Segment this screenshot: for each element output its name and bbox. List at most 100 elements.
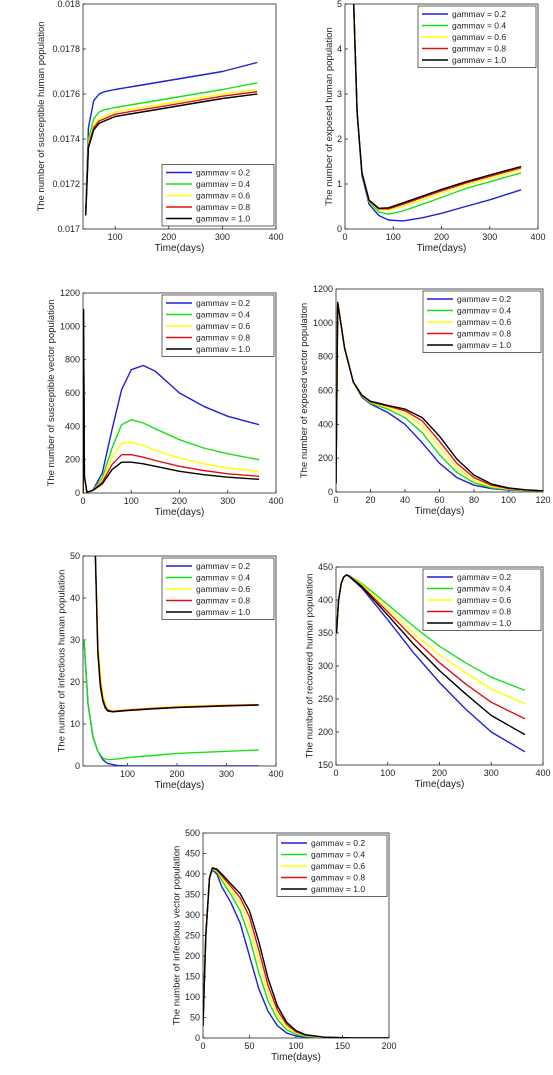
y-tick-label: 250	[185, 931, 200, 941]
x-tick-label: 400	[268, 769, 283, 779]
y-tick-label: 200	[65, 455, 80, 465]
x-tick-label: 120	[535, 495, 550, 505]
legend-label: gammav = 0.2	[196, 561, 250, 571]
x-axis-label: Time(days)	[415, 779, 465, 790]
y-tick-label: 400	[318, 419, 333, 429]
x-tick-label: 0	[333, 768, 338, 778]
series-line-4	[336, 574, 526, 736]
legend-label: gammav = 0.4	[457, 584, 511, 594]
legend-label: gammav = 0.4	[452, 21, 506, 31]
x-tick-label: 200	[161, 232, 176, 242]
legend-label: gammav = 0.4	[196, 179, 250, 189]
chart-eh: 0 100 200 300 400 0 1 2 3 4 5 Time(days) The number …	[324, 0, 546, 254]
y-axis-label: The number of susceptible vector populat…	[46, 300, 57, 487]
legend-label: gammav = 0.4	[311, 850, 365, 860]
legend-label: gammav = 0.2	[452, 9, 506, 19]
x-axis-label: Time(days)	[271, 1052, 321, 1063]
x-tick-label: 200	[432, 768, 447, 778]
y-tick-label: 50	[190, 1013, 200, 1023]
x-tick-label: 0	[80, 496, 85, 506]
series-line-4	[83, 309, 260, 493]
legend-label: gammav = 1.0	[196, 607, 250, 617]
y-tick-label: 1200	[60, 288, 80, 298]
legend-label: gammav = 0.2	[196, 298, 250, 308]
y-tick-label: 1200	[313, 284, 333, 294]
y-tick-label: 200	[318, 727, 333, 737]
legend-label: gammav = 0.4	[196, 310, 250, 320]
x-axis-label: Time(days)	[155, 507, 205, 518]
legend-label: gammav = 0.8	[196, 202, 250, 212]
y-tick-label: 50	[70, 551, 80, 561]
x-tick-label: 200	[172, 496, 187, 506]
series-line-4	[85, 93, 258, 216]
legend-label: gammav = 0.2	[457, 572, 511, 582]
x-tick-label: 300	[482, 232, 497, 242]
y-tick-label: 200	[185, 951, 200, 961]
chart-iv: 0 50 100 150 200 0 50 100 150 200 250 300 350 400 450 5…	[171, 828, 396, 1063]
y-tick-label: 300	[185, 910, 200, 920]
y-tick-label: 1	[337, 179, 342, 189]
x-axis-label: Time(days)	[417, 243, 467, 254]
legend-label: gammav = 1.0	[457, 618, 511, 628]
x-tick-label: 40	[400, 495, 410, 505]
series-line-1	[85, 82, 258, 216]
x-tick-label: 0	[200, 1041, 205, 1051]
x-tick-label: 80	[469, 495, 479, 505]
y-tick-label: 400	[318, 595, 333, 605]
y-tick-label: 450	[318, 562, 333, 572]
x-tick-label: 100	[120, 769, 135, 779]
legend-label: gammav = 1.0	[196, 344, 250, 354]
x-tick-label: 0	[342, 232, 347, 242]
y-tick-label: 600	[65, 388, 80, 398]
chart-rh: 0 100 200 300 400 150 200 250 300 350 400 450 Time(d…	[304, 562, 550, 790]
legend-label: gammav = 0.4	[196, 573, 250, 583]
series-line-4	[353, 4, 522, 210]
legend-label: gammav = 1.0	[452, 55, 506, 65]
x-tick-label: 300	[219, 769, 234, 779]
x-tick-label: 100	[501, 495, 516, 505]
chart-ev: 0 20 40 60 80 100 120020040060080010001200Time…	[299, 284, 550, 517]
x-tick-label: 100	[108, 232, 123, 242]
y-tick-label: 100	[185, 992, 200, 1002]
legend-label: gammav = 0.6	[457, 595, 511, 605]
legend-label: gammav = 0.4	[457, 306, 511, 316]
y-tick-label: 200	[318, 453, 333, 463]
y-tick-label: 0.0172	[52, 179, 80, 189]
y-axis-label: The number of exposed human population	[324, 27, 335, 206]
y-tick-label: 150	[318, 760, 333, 770]
legend-label: gammav = 0.8	[311, 873, 365, 883]
y-tick-label: 0	[328, 487, 333, 497]
x-tick-label: 100	[380, 768, 395, 778]
y-tick-label: 500	[185, 828, 200, 838]
y-tick-label: 450	[185, 849, 200, 859]
x-tick-label: 20	[365, 495, 375, 505]
legend-label: gammav = 0.8	[196, 333, 250, 343]
chart-ih: 100 200 300 400 0 10 20 30 40 50 Time(days) The num…	[57, 551, 284, 791]
y-tick-label: 0	[75, 488, 80, 498]
legend-label: gammav = 0.6	[457, 317, 511, 327]
x-tick-label: 100	[386, 232, 401, 242]
y-axis-label: The number of recovered human population	[304, 574, 315, 759]
x-tick-label: 150	[335, 1041, 350, 1051]
y-tick-label: 400	[65, 421, 80, 431]
y-tick-label: 0	[195, 1033, 200, 1043]
x-axis-label: Time(days)	[155, 243, 205, 254]
y-tick-label: 600	[318, 386, 333, 396]
y-tick-label: 800	[65, 355, 80, 365]
x-tick-label: 300	[215, 232, 230, 242]
x-tick-label: 50	[244, 1041, 254, 1051]
y-tick-label: 150	[185, 972, 200, 982]
x-tick-label: 400	[535, 768, 550, 778]
series-line-0	[85, 61, 258, 216]
legend-label: gammav = 0.6	[196, 584, 250, 594]
series-line-4	[203, 867, 389, 1038]
legend-label: gammav = 0.6	[452, 32, 506, 42]
legend-label: gammav = 0.6	[311, 861, 365, 871]
legend-label: gammav = 0.6	[196, 191, 250, 201]
legend-label: gammav = 0.2	[196, 168, 250, 178]
